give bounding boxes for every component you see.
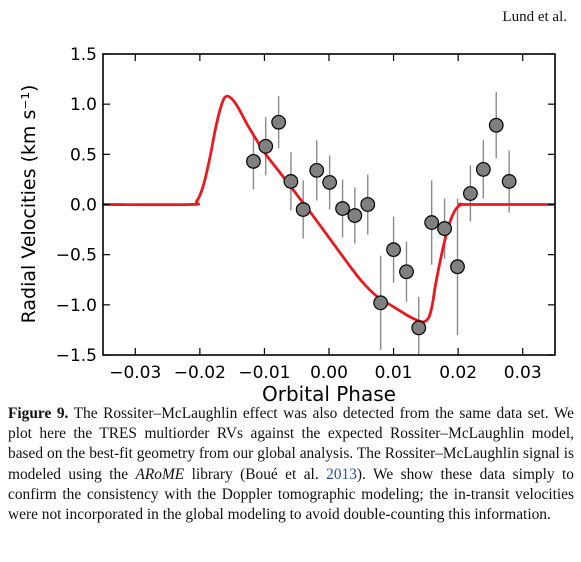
caption-text-3: ). We show these data simply to confirm … xyxy=(8,465,574,524)
y-tick-label: 1.0 xyxy=(70,95,97,115)
y-tick-label: 0.5 xyxy=(70,145,97,165)
data-point xyxy=(322,175,338,190)
data-point xyxy=(258,138,274,154)
data-point xyxy=(463,186,478,201)
caption-citation-link[interactable]: 2013 xyxy=(326,465,357,483)
error-bars xyxy=(252,92,510,355)
caption-text-1: The Rossiter–McLaughlin effect was also … xyxy=(8,405,574,483)
data-point xyxy=(450,259,465,275)
x-axis-label: Orbital Phase xyxy=(262,382,396,404)
x-tick-label: 0.00 xyxy=(310,363,348,383)
data-point xyxy=(246,153,261,169)
caption-library-name: ARoME xyxy=(135,465,185,483)
figure-caption: Figure 9. The Rossiter–McLaughlin effect… xyxy=(8,404,574,525)
data-point xyxy=(475,161,491,177)
caption-figure-label: Figure 9. xyxy=(8,405,69,422)
data-point xyxy=(271,114,287,130)
y-axis-label: Radial Velocities (km s⁻¹) xyxy=(18,85,40,324)
rm-effect-chart: −0.03 −0.02 −0.01 0.00 0.01 0.02 0.03 −1.5 −1.0… xyxy=(18,45,556,404)
data-points xyxy=(246,114,517,336)
data-point xyxy=(283,174,299,189)
data-point xyxy=(437,221,452,236)
x-tick-label: −0.01 xyxy=(238,363,290,383)
x-axis-ticks: −0.03 −0.02 −0.01 0.00 0.01 0.02 0.03 xyxy=(109,54,542,383)
data-point xyxy=(488,117,504,133)
x-tick-label: 0.02 xyxy=(439,363,477,383)
y-axis-ticks: −1.5 −1.0 −0.5 0.0 0.5 1.0 1.5 xyxy=(56,45,555,366)
data-point xyxy=(335,201,350,216)
data-point xyxy=(295,202,311,217)
data-point xyxy=(399,264,414,280)
data-point xyxy=(386,242,401,258)
y-tick-label: −1.0 xyxy=(56,296,97,316)
data-point xyxy=(373,295,389,311)
y-tick-label: −0.5 xyxy=(56,246,97,266)
running-header: Lund et al. xyxy=(502,9,567,25)
model-curve-group xyxy=(103,94,555,324)
data-point xyxy=(360,197,376,212)
y-tick-label: 1.5 xyxy=(70,45,97,65)
x-tick-label: −0.03 xyxy=(109,363,161,383)
x-tick-label: 0.01 xyxy=(375,363,413,383)
data-point xyxy=(309,162,325,178)
x-tick-label: 0.03 xyxy=(504,363,542,383)
x-tick-label: −0.02 xyxy=(174,363,226,383)
y-tick-label: −1.5 xyxy=(56,346,97,366)
model-curve xyxy=(103,94,555,324)
data-point xyxy=(501,174,517,189)
y-tick-label: 0.0 xyxy=(70,196,97,216)
caption-text-2: library (Boué et al. xyxy=(184,465,327,483)
data-point xyxy=(411,320,427,336)
data-point xyxy=(347,208,363,223)
data-point xyxy=(424,215,440,230)
